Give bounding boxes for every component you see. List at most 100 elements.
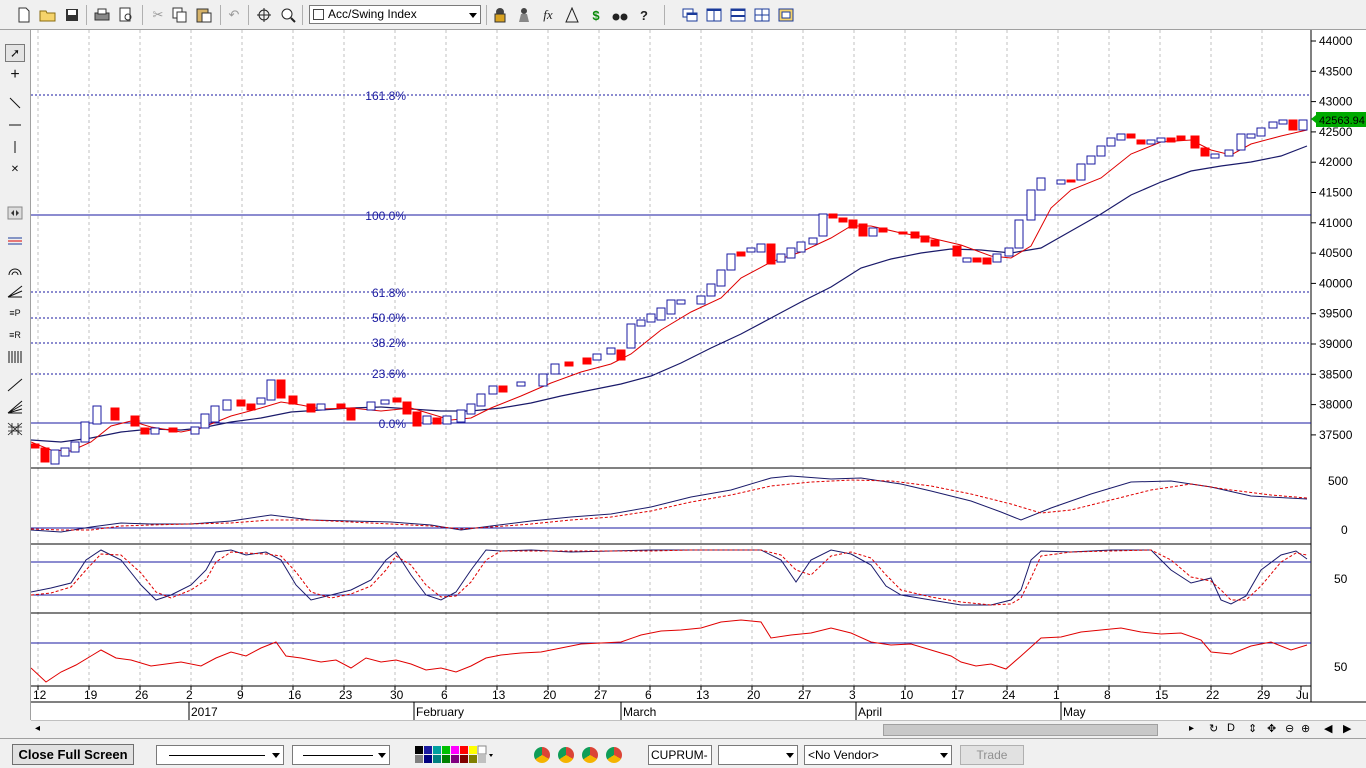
acc-swing-index-pane[interactable] (30, 475, 1311, 533)
price-candle[interactable] (582, 357, 592, 365)
scroll-left-icon[interactable]: ◂ (35, 723, 41, 734)
price-candle[interactable] (1298, 119, 1308, 131)
price-candle[interactable] (1126, 133, 1136, 139)
price-candle[interactable] (952, 245, 962, 257)
price-candle[interactable] (1066, 179, 1076, 183)
price-candle[interactable] (1146, 139, 1156, 145)
price-candle[interactable] (432, 417, 442, 425)
price-candle[interactable] (676, 299, 686, 305)
pan-icon[interactable]: ✥ (1267, 723, 1277, 735)
help-icon[interactable]: ? (640, 7, 648, 23)
chart-area[interactable]: 161.8% 100.0% 61.8% 50.0% 38.2% 23.6% 0.… (30, 30, 1366, 720)
price-candle[interactable] (538, 373, 548, 387)
fan-tool-icon[interactable] (5, 282, 25, 300)
price-candle[interactable] (190, 426, 200, 435)
price-candle[interactable] (150, 427, 160, 435)
price-candle[interactable] (1210, 153, 1220, 159)
price-candle[interactable] (70, 441, 80, 453)
undo-icon[interactable]: ↶ (228, 7, 240, 22)
price-candle[interactable] (456, 409, 466, 423)
new-file-icon[interactable] (14, 5, 34, 25)
price-candle[interactable] (422, 415, 432, 425)
cut-icon[interactable]: ✂ (152, 7, 164, 22)
tile-vertical-icon[interactable] (704, 5, 724, 25)
price-candle[interactable] (1224, 149, 1234, 157)
chrome-icon[interactable] (534, 747, 550, 763)
zoom-icon[interactable] (278, 5, 298, 25)
price-candle[interactable] (1014, 219, 1024, 249)
price-candle[interactable] (858, 223, 868, 237)
price-candle[interactable] (696, 295, 706, 305)
price-candle[interactable] (1278, 119, 1288, 125)
scroll-tool-icon[interactable] (5, 204, 25, 222)
price-candle[interactable] (1106, 137, 1116, 147)
price-candle[interactable] (276, 379, 286, 399)
channel-tool-icon[interactable] (5, 232, 25, 250)
price-candles[interactable] (30, 119, 1308, 465)
price-candle[interactable] (380, 399, 390, 405)
price-candle[interactable] (878, 227, 888, 233)
step-back-icon[interactable]: ◀ (1324, 723, 1333, 735)
person-icon[interactable] (514, 5, 534, 25)
price-candle[interactable] (246, 403, 256, 411)
chrome-icon[interactable] (606, 747, 622, 763)
price-candle[interactable] (288, 395, 298, 405)
price-candle[interactable] (606, 347, 616, 355)
crosshair-tool-icon[interactable]: + (10, 66, 20, 83)
open-folder-icon[interactable] (38, 5, 58, 25)
price-candle[interactable] (930, 239, 940, 247)
price-candle[interactable] (60, 447, 70, 457)
price-candle[interactable] (236, 399, 246, 407)
price-candle[interactable] (1268, 121, 1278, 129)
price-candle[interactable] (992, 253, 1002, 263)
price-candle[interactable] (256, 397, 266, 405)
chrome-icon[interactable] (558, 747, 574, 763)
price-candle[interactable] (838, 217, 848, 223)
binoculars-icon[interactable] (610, 5, 630, 25)
delete-tool-icon[interactable]: ✕ (10, 163, 20, 175)
price-candle[interactable] (808, 237, 818, 245)
price-candle[interactable] (848, 219, 858, 229)
price-candle[interactable] (266, 379, 276, 401)
tile-horizontal-icon[interactable] (728, 5, 748, 25)
link-icon[interactable] (490, 5, 510, 25)
cycle-lines-tool-icon[interactable] (5, 348, 25, 366)
chart-svg[interactable]: 161.8% 100.0% 61.8% 50.0% 38.2% 23.6% 0.… (30, 30, 1366, 720)
period-icon[interactable]: D (1227, 722, 1235, 734)
fibonacci-retracement[interactable]: 161.8% 100.0% 61.8% 50.0% 38.2% 23.6% 0.… (31, 89, 1311, 431)
vertical-line-tool-icon[interactable] (5, 138, 25, 156)
price-candle[interactable] (222, 399, 232, 411)
price-candle[interactable] (982, 257, 992, 265)
price-candle[interactable] (130, 415, 140, 427)
price-candle[interactable] (786, 247, 796, 259)
price-candle[interactable] (168, 427, 178, 433)
layout-icon[interactable] (776, 5, 796, 25)
dollar-icon[interactable]: $ (592, 7, 600, 23)
zoom-in-icon[interactable]: ⊕ (1301, 723, 1311, 735)
price-candle[interactable] (1004, 247, 1014, 257)
price-candle[interactable] (898, 231, 908, 235)
price-candle[interactable] (656, 307, 666, 321)
cascade-windows-icon[interactable] (680, 5, 700, 25)
vertical-arrows-icon[interactable]: ⇕ (1248, 723, 1258, 735)
price-candle[interactable] (706, 283, 716, 297)
price-candle[interactable] (962, 257, 972, 263)
color-palette[interactable] (414, 745, 498, 765)
price-candle[interactable] (30, 443, 40, 449)
paste-icon[interactable] (194, 5, 214, 25)
symbol-list-select[interactable] (718, 745, 798, 765)
price-candle[interactable] (316, 403, 326, 411)
price-candle[interactable] (1166, 137, 1176, 143)
price-candle[interactable] (726, 253, 736, 271)
price-candle[interactable] (1288, 119, 1298, 131)
price-candle[interactable] (828, 213, 838, 219)
price-candle[interactable] (868, 227, 878, 237)
price-candle[interactable] (1036, 177, 1046, 191)
symbol-field[interactable]: CUPRUM-A (648, 745, 712, 768)
copy-icon[interactable] (170, 5, 190, 25)
horizontal-line-tool-icon[interactable] (5, 116, 25, 134)
save-icon[interactable] (62, 5, 82, 25)
price-candle[interactable] (210, 405, 220, 423)
pointer-tool-icon[interactable]: ➚ (5, 44, 25, 62)
price-candle[interactable] (1026, 189, 1036, 221)
